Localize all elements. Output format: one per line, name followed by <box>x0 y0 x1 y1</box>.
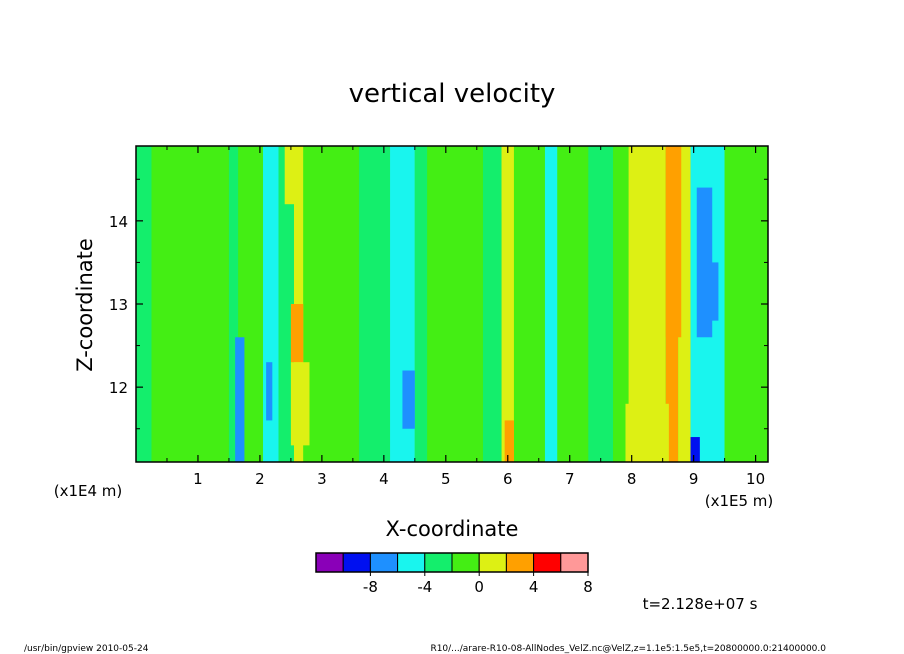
velocity-patch <box>625 403 669 462</box>
velocity-patch <box>709 262 719 321</box>
x-tick-label: 6 <box>503 470 513 488</box>
velocity-band <box>513 146 545 462</box>
y-axis-scale-note: (x1E4 m) <box>54 482 123 500</box>
velocity-patch <box>290 304 304 363</box>
time-label: t=2.128e+07 s <box>643 595 758 613</box>
footer-left: /usr/bin/gpview 2010-05-24 <box>24 644 149 654</box>
y-axis-label: Z-coordinate <box>73 238 97 372</box>
velocity-band <box>613 146 629 462</box>
colorbar-swatch <box>397 552 426 573</box>
velocity-patch <box>402 370 415 429</box>
chart-title: vertical velocity <box>349 79 556 109</box>
velocity-band <box>544 146 558 462</box>
y-tick-label: 12 <box>109 379 128 397</box>
velocity-band <box>724 146 768 462</box>
colorbar-swatch <box>342 552 371 573</box>
velocity-band <box>414 146 428 462</box>
footer-right: R10/.../arare-R10-08-AllNodes_VelZ.nc@Ve… <box>430 644 826 654</box>
x-tick-label: 9 <box>689 470 699 488</box>
colorbar-swatch <box>424 552 453 573</box>
x-axis-scale-note: (x1E5 m) <box>705 492 774 510</box>
x-tick-label: 8 <box>627 470 637 488</box>
velocity-patch <box>284 146 298 205</box>
velocity-patch <box>290 362 310 446</box>
velocity-patch <box>504 420 514 462</box>
x-tick-label: 7 <box>565 470 575 488</box>
velocity-band <box>557 146 589 462</box>
velocity-patch <box>266 362 273 421</box>
x-axis-label: X-coordinate <box>386 517 519 541</box>
velocity-patch <box>501 146 511 213</box>
x-axis: 1 2 3 4 5 6 7 8 9 10 <box>166 146 765 488</box>
y-tick-label: 13 <box>109 296 128 314</box>
x-tick-label: 4 <box>379 470 389 488</box>
velocity-band <box>427 146 483 462</box>
x-tick-label: 2 <box>255 470 265 488</box>
colorbar-swatch <box>533 552 562 573</box>
colorbar-swatch <box>451 552 480 573</box>
velocity-band <box>482 146 502 462</box>
velocity-patch <box>665 146 682 338</box>
velocity-band <box>278 146 294 462</box>
colorbar-tick-label: 8 <box>583 578 593 596</box>
velocity-band <box>359 146 391 462</box>
velocity-band <box>501 146 514 462</box>
colorbar-swatch <box>505 552 535 573</box>
velocity-band <box>228 146 239 462</box>
velocity-patch <box>235 337 245 462</box>
x-tick-label: 10 <box>746 470 765 488</box>
colorbar-swatch <box>478 552 507 573</box>
velocity-band <box>303 146 360 462</box>
colorbar-tick-label: 4 <box>529 578 539 596</box>
colorbar: -8 -4 0 4 8 <box>315 552 593 596</box>
colorbar-frame <box>315 552 589 573</box>
x-tick-label: 1 <box>193 470 203 488</box>
plot-area <box>135 145 769 463</box>
velocity-band <box>136 146 152 462</box>
velocity-patch <box>696 187 713 338</box>
colorbar-tick-label: 0 <box>474 578 484 596</box>
colorbar-swatch <box>560 552 589 573</box>
y-tick-label: 14 <box>109 213 128 231</box>
colorbar-tick-label: -4 <box>417 578 432 596</box>
velocity-patch <box>690 437 700 462</box>
x-tick-label: 5 <box>441 470 451 488</box>
velocity-band <box>588 146 614 462</box>
colorbar-swatch <box>369 552 399 573</box>
x-tick-label: 3 <box>317 470 327 488</box>
y-axis: 12 13 14 <box>109 178 768 430</box>
colorbar-swatch <box>315 552 344 573</box>
colorbar-tick-label: -8 <box>363 578 378 596</box>
velocity-band <box>151 146 229 462</box>
